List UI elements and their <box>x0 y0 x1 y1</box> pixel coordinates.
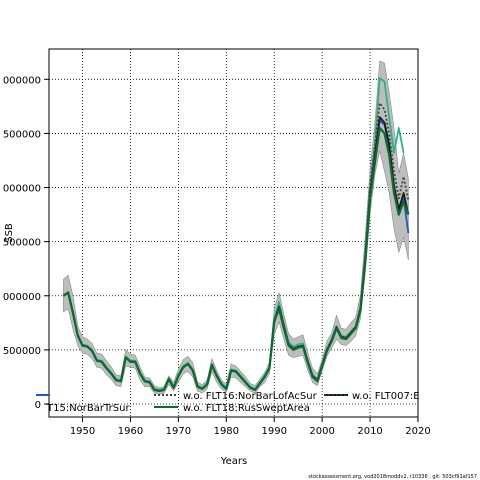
x-tick-label-4: 1990 <box>262 426 287 437</box>
footer-credit: stockassessment.org, vod2018moddv2, r103… <box>308 474 477 480</box>
x-axis: 1950 1960 1970 1980 1990 2000 2010 2020 <box>70 417 431 437</box>
y-axis-title: SSB <box>4 223 15 243</box>
y-tick-label-0: 0 <box>35 400 41 411</box>
legend-label-flt16: w.o. FLT16:NorBarLofAcSur <box>183 391 318 402</box>
series-lines <box>62 77 410 393</box>
legend-label-t15: T15:NorBarTrSur <box>46 403 130 414</box>
x-tick-label-5: 2000 <box>309 426 334 437</box>
y-tick-label-2: 000000 <box>3 292 41 303</box>
y-tick-label-5: 500000 <box>3 129 41 140</box>
confidence-band <box>63 60 409 395</box>
series-line-2 <box>62 126 410 393</box>
y-tick-label-4: 000000 <box>3 184 41 195</box>
x-tick-label-7: 2020 <box>405 426 430 437</box>
x-axis-title: Years <box>220 456 247 467</box>
x-tick-label-3: 1980 <box>214 426 239 437</box>
legend-label-flt18: w.o. FLT18:RusSweptArea <box>183 403 310 414</box>
y-tick-label-3: 500000 <box>3 238 41 249</box>
y-tick-label-1: 500000 <box>3 346 41 357</box>
legend: T15:NorBarTrSur w.o. FLT16:NorBarLofAcSu… <box>36 391 420 414</box>
x-tick-label-0: 1950 <box>70 426 95 437</box>
x-tick-label-2: 1970 <box>166 426 191 437</box>
series-line-1 <box>62 102 410 392</box>
y-tick-label-6: 000000 <box>3 75 41 86</box>
x-tick-label-6: 2010 <box>357 426 382 437</box>
x-tick-label-1: 1960 <box>118 426 143 437</box>
legend-label-flt007: w.o. FLT007:E <box>352 391 420 402</box>
ci-band-area <box>63 60 409 395</box>
series-line-4 <box>62 77 405 391</box>
plot-frame <box>48 48 419 418</box>
y-axis: 0 500000 000000 500000 000000 500000 000000 <box>3 75 49 411</box>
series-line-0 <box>62 119 410 392</box>
